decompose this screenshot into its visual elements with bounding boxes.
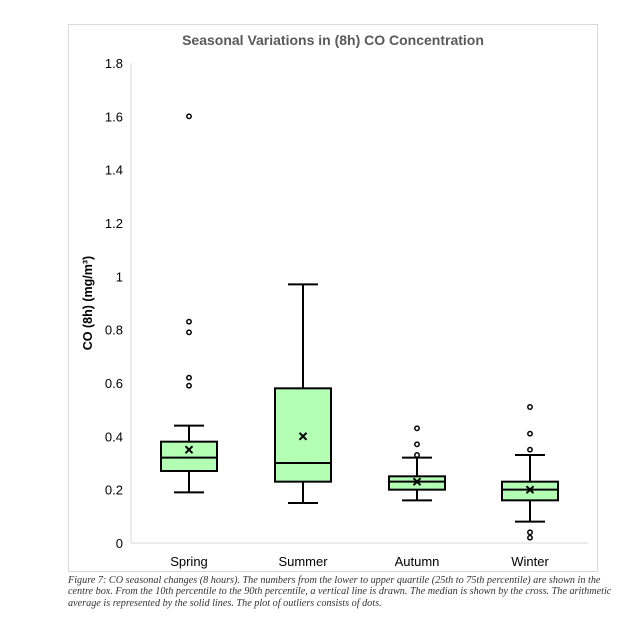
y-tick-label: 0.6 [105, 376, 123, 391]
outlier-point [186, 113, 192, 120]
box-winter [501, 404, 559, 541]
box-spring [160, 113, 218, 494]
figure-caption: Figure 7: CO seasonal changes (8 hours).… [68, 575, 612, 609]
outlier-point [414, 452, 420, 458]
box-plot-chart: Seasonal Variations in (8h) CO Concentra… [81, 32, 588, 569]
y-tick-label: 0.4 [105, 429, 123, 444]
y-tick-label: 1.6 [105, 109, 123, 124]
outlier-point [186, 374, 192, 381]
iqr-box [160, 440, 218, 472]
x-tick-labels: Spring Summer Autumn Winter [170, 554, 549, 569]
outlier-point [186, 382, 192, 389]
box-series [160, 113, 559, 541]
mean-marker-stroke [184, 445, 194, 454]
y-tick-label: 1 [116, 269, 123, 284]
mean-marker-stroke [412, 477, 422, 486]
outlier-point [186, 318, 192, 325]
chart-title: Seasonal Variations in (8h) CO Concentra… [182, 32, 484, 48]
y-tick-label: 0.2 [105, 483, 123, 498]
outlier-point [527, 404, 533, 410]
outlier-point [414, 441, 420, 448]
mean-marker [298, 432, 308, 441]
outlier-point [186, 329, 192, 336]
outlier-point [414, 425, 420, 432]
x-tick-label: Summer [278, 554, 328, 569]
outlier-point [527, 430, 533, 437]
y-tick-label: 0 [116, 536, 123, 551]
chart-frame [68, 24, 598, 572]
y-tick-label: 0.8 [105, 323, 123, 338]
mean-marker [412, 477, 422, 486]
y-tick-label: 1.4 [105, 163, 123, 178]
y-tick-labels: 0 0.2 0.4 0.6 0.8 1 1.2 1.4 1.6 1.8 [105, 56, 123, 551]
mean-marker-stroke [525, 485, 535, 494]
mean-marker-stroke [298, 432, 308, 441]
box-summer [274, 283, 332, 504]
y-tick-label: 1.2 [105, 216, 123, 231]
x-tick-label: Spring [170, 554, 208, 569]
x-tick-label: Autumn [395, 554, 440, 569]
outlier-point [527, 446, 533, 453]
mean-marker [525, 485, 535, 494]
box-autumn [388, 425, 446, 502]
x-tick-label: Winter [511, 554, 549, 569]
outlier-point [527, 534, 533, 541]
y-tick-label: 1.8 [105, 56, 123, 71]
outlier-point [527, 529, 533, 536]
mean-marker [184, 445, 194, 454]
y-axis-label: CO (8h) (mg/m³) [81, 256, 95, 350]
